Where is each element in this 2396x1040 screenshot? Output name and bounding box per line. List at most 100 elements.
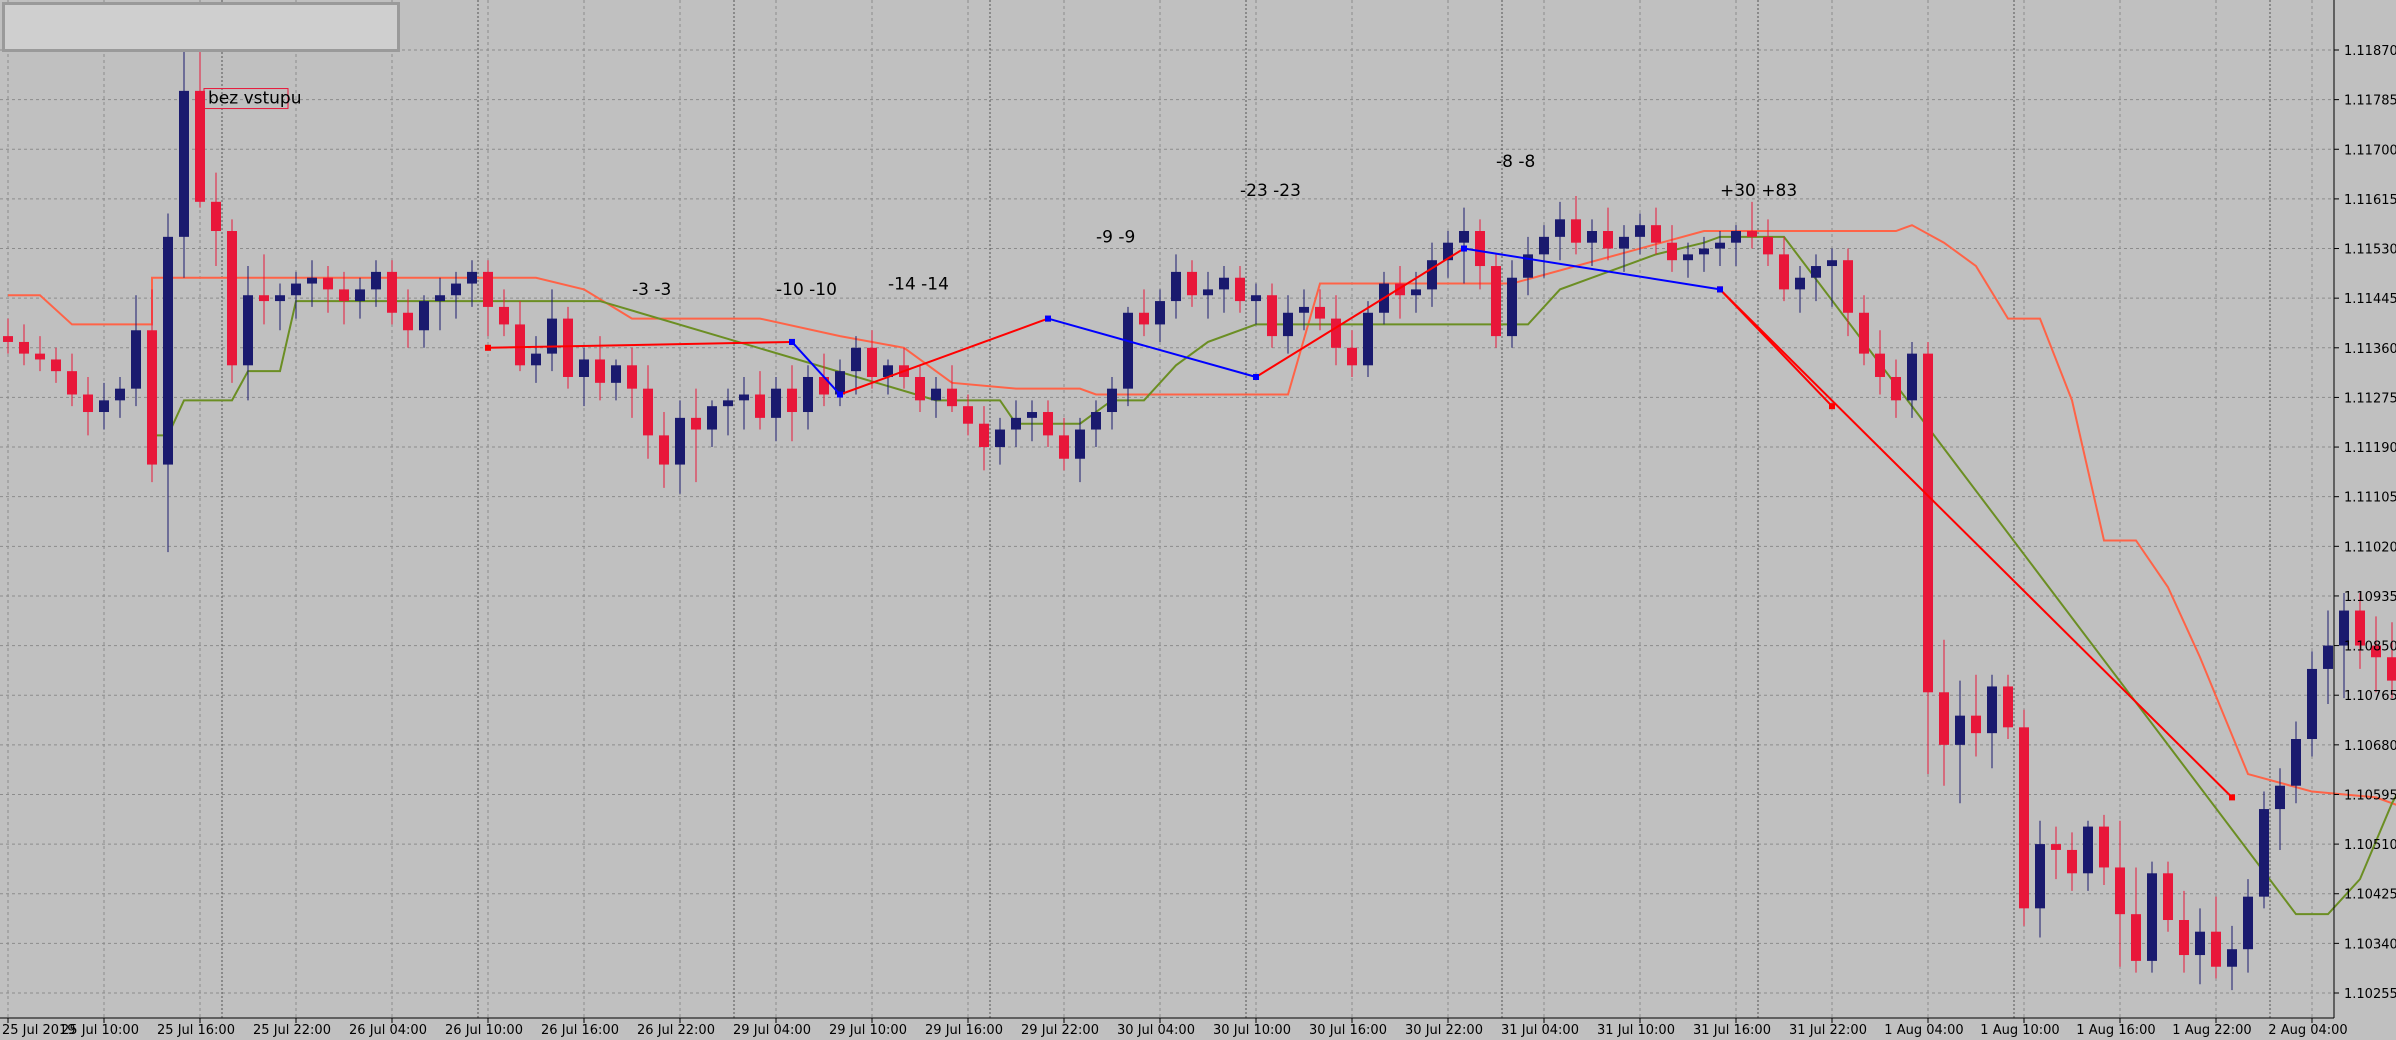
candle-body bbox=[131, 330, 141, 389]
candle-body bbox=[2163, 873, 2173, 921]
price-tick-label: 1.11870 bbox=[2344, 44, 2396, 59]
candle-body bbox=[2131, 914, 2141, 961]
trade-line-blue-marker bbox=[837, 391, 843, 398]
candle-body bbox=[1699, 248, 1709, 255]
candle-body bbox=[147, 330, 157, 465]
trade-line-blue-marker bbox=[1461, 245, 1467, 252]
candle-body bbox=[755, 394, 765, 418]
candle-body bbox=[163, 236, 173, 465]
candle-body bbox=[2115, 867, 2125, 915]
price-tick-label: 1.10680 bbox=[2344, 739, 2396, 754]
candle-body bbox=[1939, 692, 1949, 745]
time-tick-label: 1 Aug 22:00 bbox=[2172, 1023, 2251, 1038]
candle-body bbox=[2035, 844, 2045, 909]
candle-body bbox=[35, 353, 45, 360]
candle-body bbox=[963, 406, 973, 424]
candle-body bbox=[1827, 260, 1837, 267]
candle-body bbox=[627, 365, 637, 389]
candle-body bbox=[531, 353, 541, 366]
candle-body bbox=[1251, 295, 1261, 302]
candle-body bbox=[1683, 254, 1693, 261]
candle-body bbox=[115, 388, 125, 401]
candle-body bbox=[83, 394, 93, 413]
candle-body bbox=[179, 90, 189, 237]
day-separators bbox=[221, 0, 2271, 1018]
time-tick-label: 31 Jul 16:00 bbox=[1693, 1023, 1771, 1038]
candle-body bbox=[611, 365, 621, 383]
candle-body bbox=[1203, 289, 1213, 296]
time-tick-label: 29 Jul 10:00 bbox=[829, 1023, 907, 1038]
price-tick-label: 1.10595 bbox=[2344, 788, 2396, 803]
candle-body bbox=[2323, 645, 2333, 669]
trade-line-blue bbox=[1047, 317, 1257, 378]
candle-body bbox=[1027, 412, 1037, 418]
time-tick-label: 29 Jul 04:00 bbox=[733, 1023, 811, 1038]
candle-body bbox=[1331, 318, 1341, 348]
chart-title-box[interactable] bbox=[2, 2, 400, 52]
candle-body bbox=[1219, 277, 1229, 290]
price-tick-label: 1.10850 bbox=[2344, 640, 2396, 655]
time-tick-label: 30 Jul 10:00 bbox=[1213, 1023, 1291, 1038]
candle-body bbox=[1571, 219, 1581, 243]
price-tick-label: 1.10765 bbox=[2344, 689, 2396, 704]
candle-body bbox=[19, 341, 29, 354]
time-tick-label: 26 Jul 22:00 bbox=[637, 1023, 715, 1038]
price-tick-label: 1.11190 bbox=[2344, 441, 2396, 456]
candles bbox=[3, 32, 2396, 991]
candle-body bbox=[579, 359, 589, 377]
candle-body bbox=[1779, 254, 1789, 290]
candle-body bbox=[1139, 312, 1149, 325]
candle-body bbox=[499, 306, 509, 325]
time-tick-label: 26 Jul 10:00 bbox=[445, 1023, 523, 1038]
candle-body bbox=[867, 347, 877, 377]
price-axis: 1.11870 1.11785 1.11700 1.11615 1.11530 1.114… bbox=[2334, 44, 2396, 1002]
candle-body bbox=[851, 347, 861, 372]
annotation-label: +30 +83 bbox=[1720, 181, 1797, 201]
annotation-label: -8 -8 bbox=[1496, 152, 1535, 172]
candle-body bbox=[1395, 283, 1405, 296]
candle-body bbox=[1587, 231, 1597, 243]
candle-body bbox=[371, 271, 381, 290]
candle-body bbox=[1539, 236, 1549, 255]
candle-body bbox=[691, 417, 701, 430]
lower-band-line bbox=[152, 235, 2396, 916]
price-tick-label: 1.11530 bbox=[2344, 243, 2396, 258]
candle-body bbox=[1299, 306, 1309, 313]
time-tick-label: 29 Jul 16:00 bbox=[925, 1023, 1003, 1038]
candle-body bbox=[1155, 301, 1165, 325]
candle-body bbox=[595, 359, 605, 383]
candle-body bbox=[2067, 849, 2077, 874]
time-tick-label: 29 Jul 22:00 bbox=[1021, 1023, 1099, 1038]
candle-body bbox=[1987, 686, 1997, 734]
candle-body bbox=[819, 376, 829, 395]
price-tick-label: 1.11275 bbox=[2344, 391, 2396, 406]
candle-body bbox=[99, 400, 109, 413]
candle-body bbox=[1267, 295, 1277, 337]
annotations: bez vstupu -3 -3 -10 -10 -14 -14 -9 -9 -23 -2… bbox=[203, 88, 1797, 300]
trade-line-red bbox=[487, 340, 793, 349]
trade-lines bbox=[485, 245, 2235, 801]
candle-body bbox=[1123, 312, 1133, 389]
time-tick-label: 1 Aug 04:00 bbox=[1884, 1023, 1963, 1038]
price-tick-label: 1.11360 bbox=[2344, 342, 2396, 357]
trade-line-red-marker bbox=[485, 344, 491, 351]
candle-body bbox=[947, 388, 957, 407]
price-tick-label: 1.11105 bbox=[2344, 491, 2396, 506]
time-tick-label: 31 Jul 04:00 bbox=[1501, 1023, 1579, 1038]
time-tick-label: 25 Jul 16:00 bbox=[157, 1023, 235, 1038]
candle-body bbox=[1731, 231, 1741, 243]
time-tick-label: 30 Jul 16:00 bbox=[1309, 1023, 1387, 1038]
candle-body bbox=[1427, 260, 1437, 290]
price-tick-label: 1.10255 bbox=[2344, 987, 2396, 1002]
annotation-label: -23 -23 bbox=[1240, 181, 1301, 201]
candle-body bbox=[803, 376, 813, 413]
candle-body bbox=[2371, 645, 2381, 658]
candle-body bbox=[227, 231, 237, 366]
trade-line-red-marker bbox=[2229, 794, 2235, 801]
candle-body bbox=[1859, 312, 1869, 354]
candle-body bbox=[2099, 826, 2109, 868]
annotation-label: -10 -10 bbox=[776, 280, 837, 300]
plot-area[interactable] bbox=[0, 0, 2334, 1018]
candle-body bbox=[1891, 376, 1901, 401]
